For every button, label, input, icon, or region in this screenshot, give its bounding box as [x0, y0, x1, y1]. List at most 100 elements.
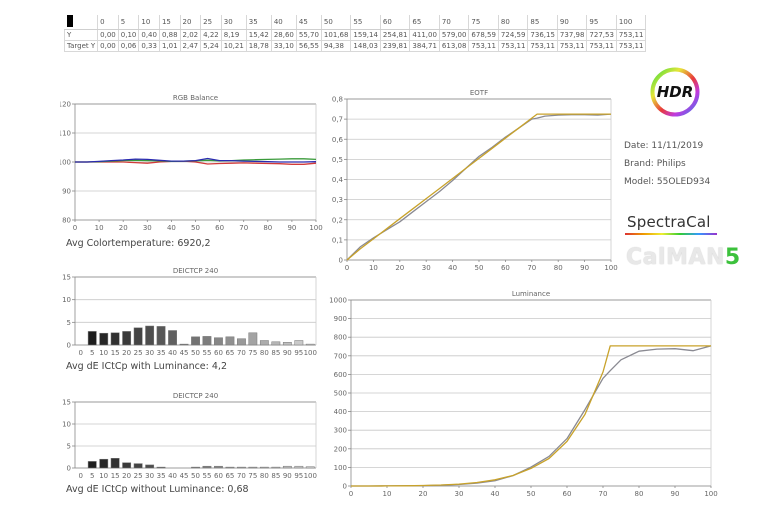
- x-tick-label: 30: [143, 224, 152, 232]
- table-cell: 753,11: [527, 40, 558, 52]
- bar: [99, 332, 109, 346]
- table-cell: 613,08: [438, 40, 470, 52]
- table-cell: 239,81: [379, 40, 411, 52]
- series-line-red: [75, 160, 317, 165]
- bar: [237, 466, 246, 469]
- y-tick-label: 10: [62, 421, 71, 429]
- table-cell: 753,11: [497, 40, 529, 52]
- x-tick-label: 60: [214, 349, 223, 357]
- x-tick-label: 100: [309, 224, 322, 232]
- y-tick-label: 0,7: [332, 116, 343, 124]
- x-tick-label: 100: [304, 472, 317, 480]
- table-cell: 159,14: [350, 29, 381, 41]
- table-row-label: Y: [63, 29, 99, 41]
- bar: [305, 343, 315, 346]
- x-tick-label: 10: [95, 224, 104, 232]
- bar: [282, 342, 292, 346]
- x-tick-label: 85: [271, 472, 280, 480]
- table-cell: 56,55: [295, 40, 322, 52]
- avg-de-with-luminance: Avg dE ICtCp with Luminance: 4,2: [66, 361, 227, 372]
- table-row-label: Target Y: [63, 40, 99, 52]
- bar: [133, 327, 143, 346]
- x-tick-label: 75: [248, 349, 257, 357]
- x-tick-label: 50: [191, 472, 200, 480]
- y-tick-label: 900: [334, 315, 347, 323]
- y-tick-label: 15: [62, 399, 71, 407]
- table-cell: 0,00: [97, 40, 119, 52]
- x-tick-label: 90: [283, 349, 292, 357]
- rgb-balance-chart: RGB Balance 80 90 100 110 120 0 10 20 30 40 50 60 70 8…: [60, 94, 323, 232]
- x-tick-label: 90: [671, 490, 680, 498]
- x-tick-label: 60: [563, 490, 572, 498]
- x-tick-label: 50: [191, 224, 200, 232]
- y-tick-label: 0: [67, 465, 71, 473]
- table-cell: 101,68: [320, 29, 352, 41]
- table-row: Y 0,00 0,10 0,40 0,88 2,02 4,22 8,19 15,42 28,60 5…: [63, 29, 647, 41]
- y-tick-label: 0,4: [332, 176, 344, 184]
- x-tick-label: 90: [287, 224, 296, 232]
- y-tick-label: 0,6: [332, 136, 344, 144]
- table-cell: 0,88: [158, 29, 181, 41]
- x-tick-label: 95: [294, 472, 303, 480]
- table-cell: 753,11: [615, 40, 647, 52]
- info-brand: Brand: Philips: [624, 159, 686, 169]
- y-tick-label: 0: [343, 483, 347, 491]
- table-column-header: 20: [179, 15, 202, 30]
- bar: [294, 340, 304, 346]
- bar: [156, 326, 166, 346]
- color-swatch: [66, 15, 73, 27]
- bar: [282, 465, 292, 469]
- table-cell: 4,22: [200, 29, 222, 41]
- table-column-header: 90: [556, 15, 588, 30]
- x-tick-label: 40: [448, 264, 457, 272]
- x-tick-label: 50: [475, 264, 484, 272]
- table-cell: 28,60: [270, 29, 297, 41]
- x-tick-label: 0: [79, 472, 83, 480]
- table-column-header: 25: [200, 15, 222, 30]
- y-tick-label: 200: [334, 445, 347, 453]
- bar: [156, 466, 166, 469]
- y-tick-label: 5: [67, 443, 71, 451]
- x-tick-label: 90: [580, 264, 589, 272]
- eotf-chart: EOTF 0 0,1 0,2 0,3 0,4 0,5 0,6 0,7 0,8 0 10 20 30 40 50…: [332, 89, 618, 272]
- table-cell: 727,53: [586, 29, 617, 41]
- chart-title: DEICTCP 240: [173, 392, 218, 400]
- bar: [145, 325, 155, 346]
- bar: [294, 465, 304, 469]
- hdr-logo-text: HDR: [657, 83, 694, 101]
- y-tick-label: 0: [339, 257, 343, 265]
- x-tick-label: 35: [157, 472, 166, 480]
- x-tick-label: 65: [225, 472, 234, 480]
- bar: [202, 336, 212, 346]
- table-column-header: 95: [586, 15, 617, 30]
- x-tick-label: 30: [145, 472, 154, 480]
- table-cell: 33,10: [270, 40, 297, 52]
- table-column-header: 80: [497, 15, 529, 30]
- x-tick-label: 55: [203, 349, 212, 357]
- table-column-header: 40: [270, 15, 297, 30]
- y-tick-label: 0,5: [332, 156, 343, 164]
- x-tick-label: 60: [214, 472, 223, 480]
- x-tick-label: 0: [79, 349, 83, 357]
- bar: [225, 466, 235, 469]
- x-tick-label: 10: [99, 472, 108, 480]
- calman-logo-text: CalMAN: [626, 245, 725, 270]
- x-tick-label: 30: [422, 264, 431, 272]
- table-column-header: 30: [220, 15, 247, 30]
- table-column-header: 35: [245, 15, 272, 30]
- table-cell: 148,03: [350, 40, 381, 52]
- x-tick-label: 70: [237, 472, 246, 480]
- table-header-row: 0 5 10 15 20 25 30 35 40 45 50 55 60 65 70 75 80 85 90 95 10…: [64, 15, 647, 30]
- x-tick-label: 45: [180, 472, 189, 480]
- table-cell: 753,11: [615, 29, 647, 41]
- table-column-header: 55: [350, 15, 381, 30]
- x-tick-label: 20: [122, 349, 131, 357]
- bar: [305, 466, 315, 469]
- chart-title: EOTF: [470, 89, 488, 97]
- table-column-header: 5: [117, 15, 140, 30]
- y-tick-label: 110: [60, 130, 71, 138]
- x-tick-label: 80: [635, 490, 644, 498]
- bar: [179, 343, 189, 346]
- table-cell: 55,70: [295, 29, 322, 41]
